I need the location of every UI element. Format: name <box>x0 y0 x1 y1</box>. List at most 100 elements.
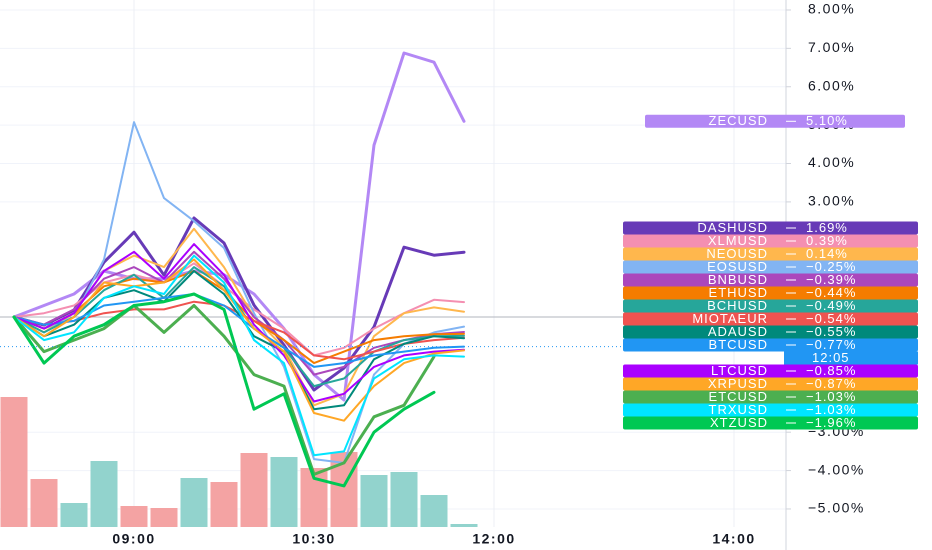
legend-label: BNBUSD <box>708 272 768 287</box>
legend-label: DASHUSD <box>697 220 768 235</box>
volume-bar <box>420 495 448 527</box>
value-label: −1.03% <box>806 402 856 417</box>
series-line <box>13 243 465 403</box>
badge-bg <box>623 312 918 326</box>
price-badge: NEOUSD 0.14% <box>623 246 918 261</box>
badge-bg <box>623 273 918 287</box>
legend-label: NEOUSD <box>706 246 768 261</box>
value-label: −1.96% <box>806 415 856 430</box>
volume-bar <box>270 457 298 527</box>
y-tick-label: 6.00% <box>808 77 855 93</box>
badge-bg <box>623 390 918 404</box>
badge-bg <box>623 416 918 430</box>
legend-label: MIOTAEUR <box>692 311 768 326</box>
price-badges: ZECUSD 5.10%DASHUSD 1.69%XLMUSD 0.39%NEOUSD… <box>623 113 918 430</box>
price-badge: MIOTAEUR −0.54% <box>623 311 918 326</box>
y-tick-label: 8.00% <box>808 1 855 17</box>
value-label: −0.77% <box>806 337 856 352</box>
badge-bg <box>623 299 918 313</box>
badge-bg <box>645 114 905 128</box>
price-badge: ZECUSD 5.10% <box>645 113 905 128</box>
badge-bg <box>623 364 918 378</box>
volume-bar <box>240 453 268 527</box>
legend-label: XTZUSD <box>710 415 768 430</box>
legend-label: ETHUSD <box>709 285 768 300</box>
volume-bar <box>390 472 418 527</box>
legend-label: XLMUSD <box>708 233 768 248</box>
series-line <box>13 254 465 457</box>
price-badge: ETHUSD −0.44% <box>623 285 918 300</box>
badge-bg <box>623 260 918 274</box>
y-tick-label: 7.00% <box>808 39 855 55</box>
series-line <box>12 292 436 488</box>
volume-bar <box>60 503 88 527</box>
volume-bar <box>0 397 28 527</box>
volume-bar <box>150 508 178 527</box>
price-badge: TRXUSD −1.03% <box>623 402 918 417</box>
x-tick-label: 12:00 <box>472 531 515 547</box>
price-badge: BTCUSD −0.77%12:05 <box>623 337 918 365</box>
value-label: 5.10% <box>806 113 848 128</box>
countdown: 12:05 <box>812 350 850 365</box>
price-badge: BNBUSD −0.39% <box>623 272 918 287</box>
badge-bg <box>623 247 918 261</box>
volume-bar <box>30 479 58 527</box>
value-label: −0.87% <box>806 376 856 391</box>
badge-bg <box>623 286 918 300</box>
series-line <box>13 270 465 411</box>
legend-label: TRXUSD <box>709 402 768 417</box>
volume-bar <box>180 478 208 527</box>
value-label: −0.25% <box>806 259 856 274</box>
x-tick-label: 14:00 <box>712 531 755 547</box>
value-label: −1.03% <box>806 389 856 404</box>
price-badge: XLMUSD 0.39% <box>623 233 918 248</box>
price-badge: ETCUSD −1.03% <box>623 389 918 404</box>
y-tick-label: −4.00% <box>808 461 865 477</box>
countdown-bg <box>784 351 918 365</box>
legend-label: EOSUSD <box>707 259 768 274</box>
series-line <box>13 266 465 388</box>
price-badge: BCHUSD −0.49% <box>623 298 918 313</box>
badge-bg <box>623 377 918 391</box>
price-badge: LTCUSD −0.85% <box>623 363 918 378</box>
badge-bg <box>623 403 918 417</box>
volume-pane <box>0 397 478 527</box>
badge-bg <box>623 325 918 339</box>
legend-label: ADAUSD <box>708 324 768 339</box>
y-tick-label: 3.00% <box>808 193 855 209</box>
badge-bg <box>623 234 918 248</box>
volume-bar <box>450 524 478 527</box>
value-label: −0.49% <box>806 298 856 313</box>
volume-bar <box>120 506 148 527</box>
value-label: 0.39% <box>806 233 848 248</box>
price-badge: XTZUSD −1.96% <box>623 415 918 430</box>
value-label: −0.44% <box>806 285 856 300</box>
legend-label: LTCUSD <box>711 363 768 378</box>
volume-bar <box>90 461 118 527</box>
series-line <box>12 51 466 402</box>
badge-bg <box>623 338 918 352</box>
value-label: −0.85% <box>806 363 856 378</box>
legend-label: ZECUSD <box>709 113 768 128</box>
value-label: −0.55% <box>806 324 856 339</box>
value-label: −0.39% <box>806 272 856 287</box>
price-badge: DASHUSD 1.69% <box>623 220 918 235</box>
legend-label: BTCUSD <box>709 337 768 352</box>
badge-bg <box>623 221 918 235</box>
series-line <box>12 304 436 476</box>
legend-label: ETCUSD <box>709 389 768 404</box>
series-line <box>13 121 465 464</box>
value-label: 1.69% <box>806 220 848 235</box>
legend-label: XRPUSD <box>708 376 768 391</box>
series-line <box>13 293 465 368</box>
volume-bar <box>360 475 388 527</box>
price-badge: XRPUSD −0.87% <box>623 376 918 391</box>
volume-bar <box>210 482 238 527</box>
value-label: −0.54% <box>806 311 856 326</box>
x-tick-label: 09:00 <box>112 531 155 547</box>
x-tick-label: 10:30 <box>292 531 335 547</box>
legend-label: BCHUSD <box>707 298 768 313</box>
value-label: 0.14% <box>806 246 848 261</box>
price-badge: EOSUSD −0.25% <box>623 259 918 274</box>
